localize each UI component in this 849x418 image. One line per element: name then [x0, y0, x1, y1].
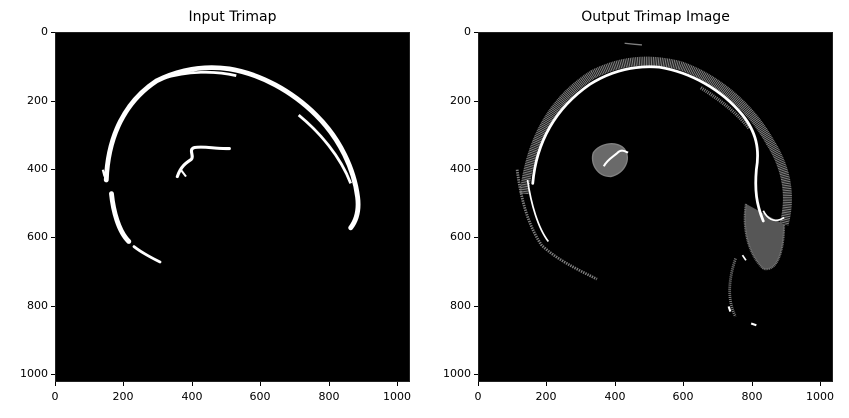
- y-tick-label: 0: [464, 25, 471, 38]
- y-tick-mark: [474, 32, 478, 33]
- y-tick-label: 600: [450, 230, 471, 243]
- x-tick-mark: [478, 382, 479, 386]
- x-tick-mark: [683, 382, 684, 386]
- x-tick-label: 600: [249, 390, 271, 403]
- y-tick-label: 400: [450, 162, 471, 175]
- input-trimap-image: [55, 32, 410, 382]
- y-tick-label: 200: [450, 94, 471, 107]
- x-tick-mark: [752, 382, 753, 386]
- x-tick-mark: [546, 382, 547, 386]
- input-trimap-mask: [56, 33, 409, 381]
- y-tick-label: 800: [450, 299, 471, 312]
- output-trimap-title: Output Trimap Image: [581, 9, 730, 25]
- x-tick-label: 1000: [383, 390, 411, 403]
- y-tick-mark: [51, 374, 55, 375]
- y-tick-mark: [474, 101, 478, 102]
- y-tick-label: 0: [41, 25, 48, 38]
- output-trimap-panel: Output Trimap Image 0 200 400 600 800 10…: [425, 0, 845, 418]
- output-trimap-mask: [479, 33, 832, 381]
- x-tick-label: 600: [672, 390, 694, 403]
- y-tick-label: 200: [27, 94, 48, 107]
- y-tick-mark: [474, 306, 478, 307]
- output-trimap-image: [478, 32, 833, 382]
- y-tick-mark: [474, 169, 478, 170]
- y-tick-mark: [51, 237, 55, 238]
- y-tick-label: 400: [27, 162, 48, 175]
- x-tick-mark: [397, 382, 398, 386]
- x-tick-mark: [260, 382, 261, 386]
- y-tick-mark: [51, 32, 55, 33]
- x-tick-mark: [192, 382, 193, 386]
- y-tick-mark: [474, 237, 478, 238]
- y-tick-mark: [474, 374, 478, 375]
- x-tick-mark: [329, 382, 330, 386]
- x-tick-mark: [55, 382, 56, 386]
- x-tick-label: 800: [318, 390, 340, 403]
- x-tick-label: 400: [604, 390, 626, 403]
- y-tick-label: 800: [27, 299, 48, 312]
- x-tick-label: 1000: [806, 390, 834, 403]
- y-tick-mark: [51, 101, 55, 102]
- y-tick-mark: [51, 169, 55, 170]
- x-tick-mark: [615, 382, 616, 386]
- y-tick-label: 1000: [20, 367, 48, 380]
- x-tick-mark: [820, 382, 821, 386]
- x-tick-mark: [123, 382, 124, 386]
- input-trimap-title: Input Trimap: [188, 9, 277, 25]
- x-tick-label: 800: [741, 390, 763, 403]
- y-tick-mark: [51, 306, 55, 307]
- x-tick-label: 200: [535, 390, 557, 403]
- x-tick-label: 0: [474, 390, 482, 403]
- input-trimap-panel: Input Trimap 0 200 400 600 800 1000 0 2: [0, 0, 420, 418]
- y-tick-label: 600: [27, 230, 48, 243]
- x-tick-label: 200: [112, 390, 134, 403]
- y-tick-label: 1000: [443, 367, 471, 380]
- x-tick-label: 0: [51, 390, 59, 403]
- x-tick-label: 400: [181, 390, 203, 403]
